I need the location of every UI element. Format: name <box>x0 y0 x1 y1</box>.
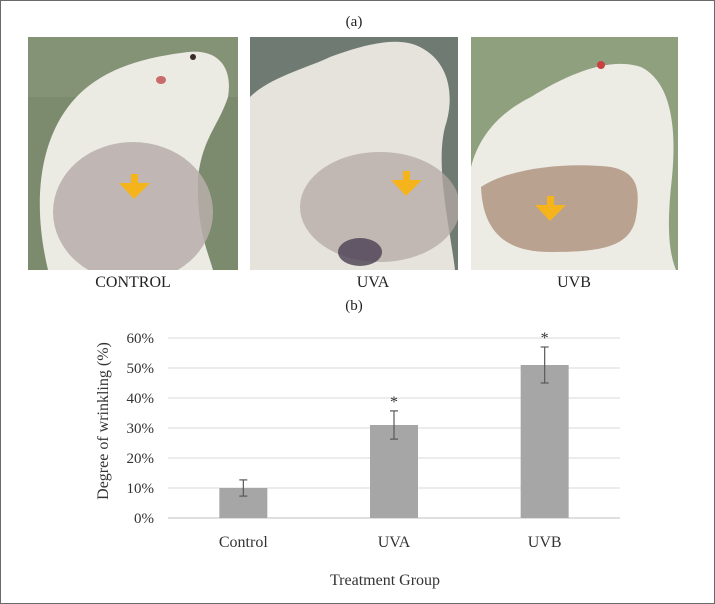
y-tick-label: 50% <box>127 361 155 377</box>
photo-uva <box>250 37 458 270</box>
y-axis-label: Degree of wrinkling (%) <box>95 342 112 500</box>
x-tick-label: Control <box>219 534 268 551</box>
arrow-icon <box>119 174 150 199</box>
x-axis-label: Treatment Group <box>330 572 440 589</box>
caption-uva: UVA <box>356 274 390 291</box>
x-tick-label: UVA <box>378 534 411 551</box>
y-tick-label: 0% <box>134 511 154 527</box>
caption-uvb: UVB <box>557 274 591 291</box>
panel-a-label: (a) <box>345 14 363 30</box>
y-tick-label: 40% <box>127 391 155 407</box>
x-tick-label: UVB <box>528 534 562 551</box>
y-tick-label: 10% <box>127 481 155 497</box>
caption-control: CONTROL <box>95 274 171 291</box>
photo-control <box>28 37 238 270</box>
bar-uvb <box>520 365 569 518</box>
significance-marker: * <box>541 330 549 347</box>
arrow-icon <box>535 196 566 221</box>
bar-uva <box>370 425 418 518</box>
significance-marker: * <box>390 394 398 411</box>
panel-b-label: (b) <box>345 298 363 314</box>
arrow-icon <box>391 171 422 196</box>
y-tick-label: 60% <box>127 331 155 347</box>
photo-uvb <box>471 37 678 270</box>
y-tick-label: 20% <box>127 451 155 467</box>
y-tick-label: 30% <box>127 421 155 437</box>
